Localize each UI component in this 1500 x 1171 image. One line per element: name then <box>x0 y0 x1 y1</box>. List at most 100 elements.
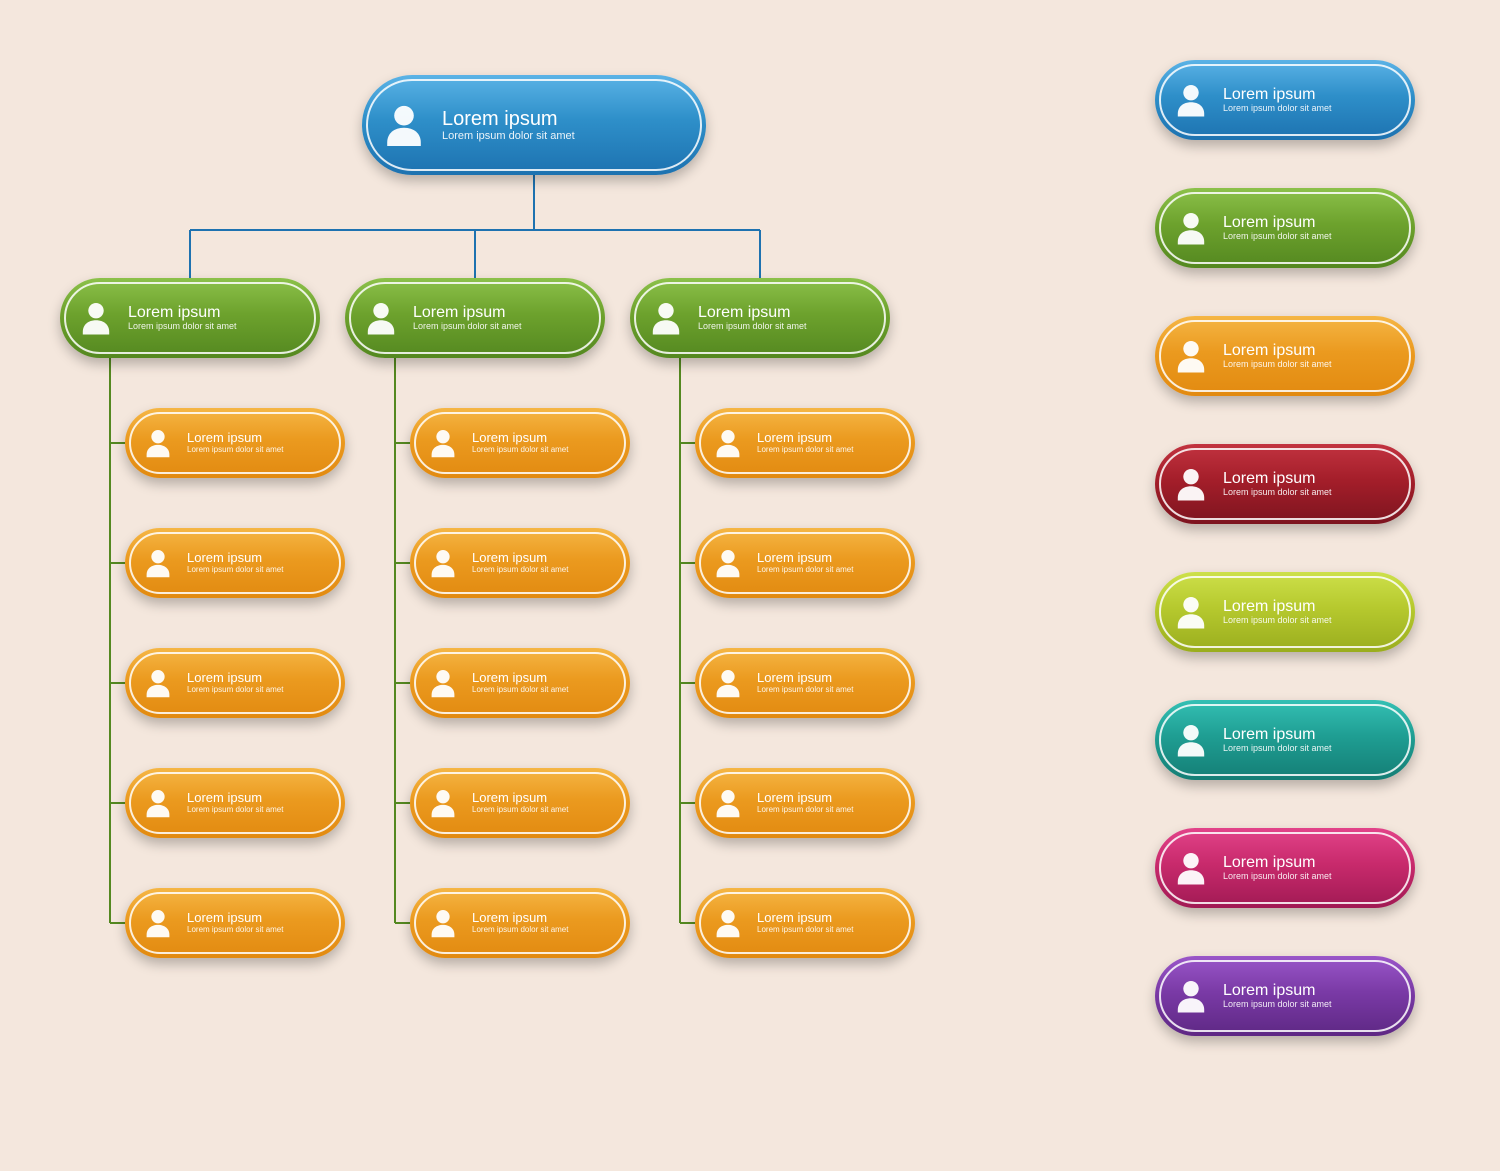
pill-subtitle: Lorem ipsum dolor sit amet <box>472 566 610 575</box>
org-leaf-node-2-1: Lorem ipsum Lorem ipsum dolor sit amet <box>410 408 630 478</box>
pill-subtitle: Lorem ipsum dolor sit amet <box>413 322 585 332</box>
pill-subtitle: Lorem ipsum dolor sit amet <box>698 322 870 332</box>
person-icon <box>709 784 747 822</box>
person-icon <box>139 904 177 942</box>
pill-title: Lorem ipsum <box>1223 470 1395 488</box>
org-leaf-node-3-4: Lorem ipsum Lorem ipsum dolor sit amet <box>695 768 915 838</box>
org-leaf-node-3-5: Lorem ipsum Lorem ipsum dolor sit amet <box>695 888 915 958</box>
person-icon <box>1169 590 1213 634</box>
person-icon <box>139 424 177 462</box>
org-leaf-node-2-2: Lorem ipsum Lorem ipsum dolor sit amet <box>410 528 630 598</box>
pill-subtitle: Lorem ipsum dolor sit amet <box>128 322 300 332</box>
pill-title: Lorem ipsum <box>442 108 686 130</box>
person-icon <box>1169 462 1213 506</box>
pill-subtitle: Lorem ipsum dolor sit amet <box>1223 744 1395 754</box>
person-icon <box>139 544 177 582</box>
person-icon <box>139 664 177 702</box>
org-leaf-node-3-1: Lorem ipsum Lorem ipsum dolor sit amet <box>695 408 915 478</box>
pill-title: Lorem ipsum <box>1223 598 1395 616</box>
pill-subtitle: Lorem ipsum dolor sit amet <box>757 806 895 815</box>
org-leaf-node-1-5: Lorem ipsum Lorem ipsum dolor sit amet <box>125 888 345 958</box>
person-icon <box>1169 718 1213 762</box>
pill-subtitle: Lorem ipsum dolor sit amet <box>442 130 686 142</box>
org-branch-node-2: Lorem ipsum Lorem ipsum dolor sit amet <box>345 278 605 358</box>
person-icon <box>424 424 462 462</box>
org-leaf-node-1-2: Lorem ipsum Lorem ipsum dolor sit amet <box>125 528 345 598</box>
person-icon <box>709 424 747 462</box>
pill-subtitle: Lorem ipsum dolor sit amet <box>1223 360 1395 370</box>
pill-title: Lorem ipsum <box>187 911 325 925</box>
pill-title: Lorem ipsum <box>1223 342 1395 360</box>
pill-subtitle: Lorem ipsum dolor sit amet <box>1223 232 1395 242</box>
org-branch-node-1: Lorem ipsum Lorem ipsum dolor sit amet <box>60 278 320 358</box>
person-icon <box>424 664 462 702</box>
pill-title: Lorem ipsum <box>187 671 325 685</box>
pill-subtitle: Lorem ipsum dolor sit amet <box>1223 872 1395 882</box>
pill-subtitle: Lorem ipsum dolor sit amet <box>472 686 610 695</box>
pill-subtitle: Lorem ipsum dolor sit amet <box>187 806 325 815</box>
person-icon <box>376 97 432 153</box>
org-leaf-node-2-4: Lorem ipsum Lorem ipsum dolor sit amet <box>410 768 630 838</box>
pill-title: Lorem ipsum <box>1223 854 1395 872</box>
pill-title: Lorem ipsum <box>187 791 325 805</box>
pill-subtitle: Lorem ipsum dolor sit amet <box>1223 104 1395 114</box>
pill-title: Lorem ipsum <box>1223 982 1395 1000</box>
person-icon <box>1169 974 1213 1018</box>
person-icon <box>1169 334 1213 378</box>
org-leaf-node-3-3: Lorem ipsum Lorem ipsum dolor sit amet <box>695 648 915 718</box>
org-leaf-node-2-3: Lorem ipsum Lorem ipsum dolor sit amet <box>410 648 630 718</box>
pill-subtitle: Lorem ipsum dolor sit amet <box>1223 616 1395 626</box>
pill-title: Lorem ipsum <box>698 304 870 322</box>
pill-subtitle: Lorem ipsum dolor sit amet <box>187 926 325 935</box>
pill-title: Lorem ipsum <box>472 791 610 805</box>
pill-title: Lorem ipsum <box>472 671 610 685</box>
person-icon <box>139 784 177 822</box>
org-branch-node-3: Lorem ipsum Lorem ipsum dolor sit amet <box>630 278 890 358</box>
pill-title: Lorem ipsum <box>472 911 610 925</box>
person-icon <box>709 664 747 702</box>
pill-subtitle: Lorem ipsum dolor sit amet <box>757 686 895 695</box>
org-leaf-node-1-4: Lorem ipsum Lorem ipsum dolor sit amet <box>125 768 345 838</box>
org-leaf-node-1-1: Lorem ipsum Lorem ipsum dolor sit amet <box>125 408 345 478</box>
palette-swatch-2: Lorem ipsum Lorem ipsum dolor sit amet <box>1155 188 1415 268</box>
person-icon <box>1169 78 1213 122</box>
pill-title: Lorem ipsum <box>1223 214 1395 232</box>
person-icon <box>424 784 462 822</box>
palette-swatch-8: Lorem ipsum Lorem ipsum dolor sit amet <box>1155 956 1415 1036</box>
palette-swatch-5: Lorem ipsum Lorem ipsum dolor sit amet <box>1155 572 1415 652</box>
pill-subtitle: Lorem ipsum dolor sit amet <box>1223 488 1395 498</box>
pill-title: Lorem ipsum <box>187 431 325 445</box>
pill-title: Lorem ipsum <box>472 431 610 445</box>
pill-subtitle: Lorem ipsum dolor sit amet <box>472 926 610 935</box>
person-icon <box>359 296 403 340</box>
pill-subtitle: Lorem ipsum dolor sit amet <box>472 446 610 455</box>
org-leaf-node-3-2: Lorem ipsum Lorem ipsum dolor sit amet <box>695 528 915 598</box>
person-icon <box>644 296 688 340</box>
pill-title: Lorem ipsum <box>187 551 325 565</box>
pill-subtitle: Lorem ipsum dolor sit amet <box>1223 1000 1395 1010</box>
person-icon <box>1169 846 1213 890</box>
org-leaf-node-1-3: Lorem ipsum Lorem ipsum dolor sit amet <box>125 648 345 718</box>
pill-subtitle: Lorem ipsum dolor sit amet <box>757 566 895 575</box>
palette-swatch-1: Lorem ipsum Lorem ipsum dolor sit amet <box>1155 60 1415 140</box>
person-icon <box>74 296 118 340</box>
pill-title: Lorem ipsum <box>757 551 895 565</box>
palette-swatch-6: Lorem ipsum Lorem ipsum dolor sit amet <box>1155 700 1415 780</box>
org-root-node: Lorem ipsum Lorem ipsum dolor sit amet <box>362 75 706 175</box>
person-icon <box>709 544 747 582</box>
pill-title: Lorem ipsum <box>757 791 895 805</box>
palette-swatch-3: Lorem ipsum Lorem ipsum dolor sit amet <box>1155 316 1415 396</box>
pill-subtitle: Lorem ipsum dolor sit amet <box>757 926 895 935</box>
person-icon <box>1169 206 1213 250</box>
pill-title: Lorem ipsum <box>757 911 895 925</box>
pill-subtitle: Lorem ipsum dolor sit amet <box>472 806 610 815</box>
palette-swatch-7: Lorem ipsum Lorem ipsum dolor sit amet <box>1155 828 1415 908</box>
person-icon <box>709 904 747 942</box>
org-leaf-node-2-5: Lorem ipsum Lorem ipsum dolor sit amet <box>410 888 630 958</box>
pill-subtitle: Lorem ipsum dolor sit amet <box>187 566 325 575</box>
pill-title: Lorem ipsum <box>472 551 610 565</box>
pill-subtitle: Lorem ipsum dolor sit amet <box>187 446 325 455</box>
pill-subtitle: Lorem ipsum dolor sit amet <box>757 446 895 455</box>
person-icon <box>424 904 462 942</box>
pill-title: Lorem ipsum <box>413 304 585 322</box>
